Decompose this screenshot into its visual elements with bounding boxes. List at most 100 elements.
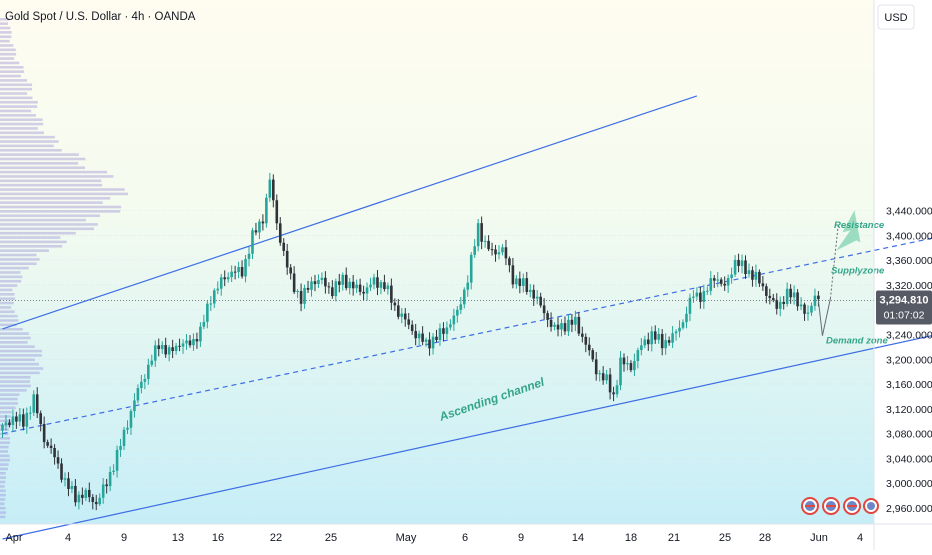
candle — [216, 289, 219, 291]
candle — [272, 180, 275, 201]
candle — [605, 374, 608, 380]
volume-profile-bar — [0, 180, 101, 183]
volume-profile-bar — [0, 162, 78, 165]
candle — [550, 320, 553, 327]
candle — [630, 363, 633, 370]
candle — [352, 282, 355, 288]
volume-profile-bar — [0, 503, 5, 506]
volume-profile-bar — [0, 485, 5, 488]
candle — [453, 316, 456, 325]
x-tick-label: 16 — [212, 532, 224, 544]
candle — [369, 285, 372, 288]
volume-profile-bar — [0, 214, 100, 217]
candle — [91, 497, 94, 502]
us-flag-event-icon[interactable] — [864, 499, 878, 513]
candle — [623, 358, 626, 365]
candle — [317, 280, 320, 284]
volume-profile-bar — [0, 476, 6, 479]
candle — [529, 290, 532, 292]
currency-button[interactable]: USD — [878, 5, 914, 29]
volume-profile-bar — [0, 389, 27, 392]
volume-profile-bar — [0, 105, 37, 108]
candle — [286, 251, 289, 268]
candle — [449, 324, 452, 327]
candle — [817, 296, 820, 300]
candle — [338, 281, 341, 285]
candle — [505, 247, 508, 258]
candle — [366, 287, 369, 293]
volume-profile-bar — [0, 123, 43, 126]
y-tick-label: 3,240.000 — [886, 329, 932, 341]
volume-profile-bar — [0, 481, 5, 484]
candle — [19, 414, 22, 421]
resistance-label: Resistance — [834, 220, 885, 231]
volume-profile-bar — [0, 498, 5, 501]
candle — [730, 275, 733, 278]
candle — [546, 313, 549, 320]
volume-profile-bar — [0, 293, 15, 296]
candle — [564, 323, 567, 331]
candle — [223, 277, 226, 279]
candle — [234, 272, 237, 273]
candle — [626, 363, 629, 364]
candle — [716, 279, 719, 280]
volume-profile-bar — [0, 393, 19, 396]
candle — [57, 457, 60, 463]
candle — [512, 265, 515, 284]
volume-profile-bar — [0, 92, 27, 95]
y-tick-label: 3,080.000 — [886, 429, 932, 441]
candle — [560, 323, 563, 329]
candle — [713, 278, 716, 280]
candle — [501, 247, 504, 252]
candle — [675, 332, 678, 334]
candle — [265, 198, 268, 224]
candle — [300, 291, 303, 304]
volume-profile-bar — [0, 79, 27, 82]
volume-profile-bar — [0, 153, 79, 156]
candle — [95, 502, 98, 504]
volume-profile-bar — [0, 241, 67, 244]
candle — [789, 289, 792, 298]
candle — [425, 340, 428, 342]
candle — [314, 281, 317, 284]
volume-profile-bar — [0, 175, 114, 178]
candle — [258, 222, 261, 233]
candle — [53, 448, 56, 457]
volume-profile-bar — [0, 289, 12, 292]
x-tick-label: 25 — [719, 532, 731, 544]
candle — [588, 345, 591, 350]
volume-profile-bar — [0, 450, 8, 453]
candle — [466, 283, 469, 290]
volume-profile-bar — [0, 358, 35, 361]
candle — [98, 498, 101, 504]
candle — [765, 286, 768, 296]
candle — [654, 331, 657, 339]
candle — [255, 230, 258, 232]
volume-profile-bar — [0, 385, 31, 388]
candle — [779, 302, 782, 309]
candle — [39, 413, 42, 424]
candle — [619, 358, 622, 386]
volume-profile-bar — [0, 258, 40, 261]
volume-profile-bar — [0, 145, 54, 148]
candle — [671, 333, 674, 342]
candle — [786, 289, 789, 304]
volume-profile-bar — [0, 66, 24, 69]
candle — [439, 328, 442, 340]
candle — [275, 200, 278, 223]
volume-profile-bar — [0, 437, 10, 440]
volume-profile-bar — [0, 131, 44, 134]
us-flag-event-icon[interactable] — [844, 498, 860, 514]
candle — [494, 249, 497, 254]
us-flag-event-icon[interactable] — [802, 498, 818, 514]
candle — [36, 394, 39, 413]
candle — [491, 249, 494, 250]
candle — [303, 288, 306, 304]
us-flag-event-icon[interactable] — [823, 498, 839, 514]
candle — [154, 345, 157, 360]
candle — [706, 291, 709, 292]
volume-profile-bar — [0, 332, 29, 335]
volume-profile-bar — [0, 27, 10, 30]
x-tick-label: 21 — [668, 532, 680, 544]
